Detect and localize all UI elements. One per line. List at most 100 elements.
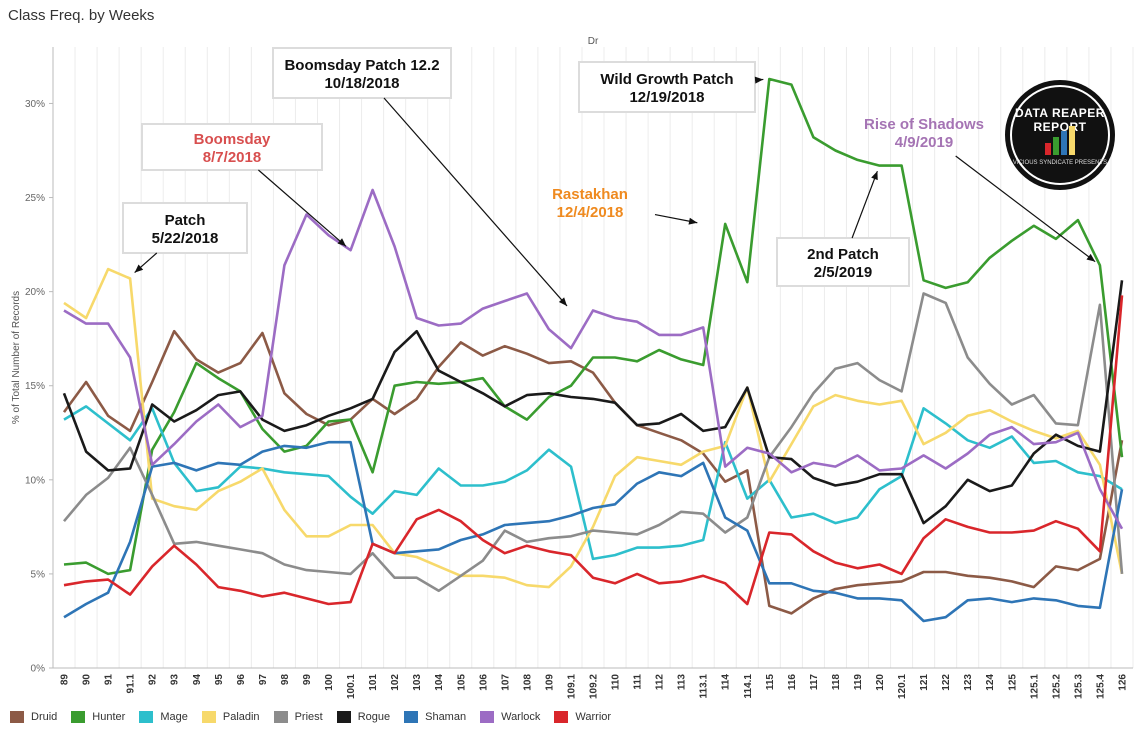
series-line-mage xyxy=(63,405,1123,561)
y-tick-label: 20% xyxy=(25,287,45,298)
x-tick-label: 116 xyxy=(787,674,798,691)
annotation-text: 12/4/2018 xyxy=(557,204,624,221)
x-tick-label: 125.3 xyxy=(1073,674,1084,699)
series-line-warlock xyxy=(63,188,1124,530)
bar-chart-icon xyxy=(1045,126,1075,155)
legend-label: Druid xyxy=(31,711,58,723)
annotation-text: 8/7/2018 xyxy=(203,149,261,166)
annotation: Boomsday Patch 12.210/18/2018 xyxy=(272,47,568,307)
x-tick-label: 93 xyxy=(170,674,181,686)
annotation-text: Wild Growth Patch xyxy=(600,71,733,88)
legend-item-priest: Priest xyxy=(273,711,323,723)
annotation-text: Rastakhan xyxy=(552,186,628,203)
logo-ring xyxy=(1010,85,1110,185)
y-tick-label: 15% xyxy=(25,381,45,392)
annotation-text: 12/19/2018 xyxy=(629,89,704,106)
y-axis-label: % of Total Number of Records xyxy=(11,291,22,424)
chart-title: Dr xyxy=(588,36,599,47)
legend-label: Warlock xyxy=(501,711,541,723)
legend-item-rogue: Rogue xyxy=(336,711,390,723)
y-tick-label: 25% xyxy=(25,193,45,204)
x-tick-label: 105 xyxy=(456,674,467,691)
legend-swatch xyxy=(404,711,419,723)
x-tick-label: 113 xyxy=(677,674,688,691)
x-tick-label: 111 xyxy=(633,674,644,690)
x-tick-label: 123 xyxy=(963,674,974,691)
y-tick-label: 30% xyxy=(25,99,45,110)
annotation-box xyxy=(141,123,323,171)
x-tick-label: 122 xyxy=(941,674,952,691)
x-tick-label: 120 xyxy=(875,674,886,691)
x-tick-label: 115 xyxy=(765,674,776,691)
x-tick-label: 114 xyxy=(721,674,732,691)
legend-item-druid: Druid xyxy=(10,711,57,723)
y-tick-label: 0% xyxy=(31,664,46,675)
legend-item-hunter: Hunter xyxy=(71,711,125,723)
x-tick-label: 97 xyxy=(258,674,269,686)
sheet-title: Class Freq. by Weeks xyxy=(8,7,155,24)
data-reaper-logo: DATA REAPER REPORT VICIOUS SYNDICATE PRE… xyxy=(1005,80,1115,190)
annotation-arrowhead xyxy=(754,76,764,84)
x-tick-label: 125.1 xyxy=(1029,674,1040,699)
x-tick-label: 106 xyxy=(478,674,489,691)
x-tick-label: 107 xyxy=(500,674,511,691)
x-tick-label: 100.1 xyxy=(346,674,357,699)
legend-item-warlock: Warlock xyxy=(480,711,540,723)
x-tick-label: 126 xyxy=(1117,674,1128,691)
annotation-arrow xyxy=(258,169,347,247)
x-tick-label: 92 xyxy=(148,674,159,686)
x-tick-label: 109 xyxy=(544,674,555,691)
annotation-box xyxy=(272,47,452,99)
annotation-arrow xyxy=(383,97,568,307)
series-line-priest xyxy=(63,292,1124,593)
legend-item-warrior: Warrior xyxy=(554,711,611,723)
annotation-arrowhead xyxy=(337,238,347,247)
x-tick-label: 89 xyxy=(60,674,71,686)
annotation-arrowhead xyxy=(558,297,567,306)
legend-swatch xyxy=(273,711,288,723)
legend-swatch xyxy=(139,711,154,723)
legend-label: Hunter xyxy=(92,711,126,723)
legend-label: Priest xyxy=(294,711,323,723)
y-tick-label: 5% xyxy=(31,569,46,580)
x-tick-label: 99 xyxy=(302,674,313,686)
x-tick-label: 125.4 xyxy=(1095,674,1106,699)
x-tick-label: 91.1 xyxy=(126,674,137,694)
x-tick-label: 109.2 xyxy=(589,674,600,699)
x-tick-label: 102 xyxy=(390,674,401,691)
annotation-text: 5/22/2018 xyxy=(152,230,219,247)
series-line-rogue xyxy=(62,280,1124,525)
annotation-arrowhead xyxy=(134,264,144,273)
x-tick-label: 125.2 xyxy=(1051,674,1062,699)
legend-label: Paladin xyxy=(222,711,260,723)
x-tick-label: 120.1 xyxy=(897,674,908,699)
legend-label: Mage xyxy=(160,711,188,723)
legend: Druid Hunter Mage Paladin Priest Rogue Shaman W… xyxy=(10,711,625,723)
x-tick-label: 124 xyxy=(985,674,996,691)
legend-swatch xyxy=(10,711,24,723)
x-tick-label: 96 xyxy=(236,674,247,686)
x-tick-label: 100 xyxy=(324,674,335,691)
logo-subtext: VICIOUS SYNDICATE PRESENTS xyxy=(1012,160,1108,166)
x-tick-label: 114.1 xyxy=(743,674,754,699)
x-tick-label: 108 xyxy=(522,674,533,691)
x-tick-label: 117 xyxy=(809,674,820,691)
legend-swatch xyxy=(71,711,86,723)
y-tick-label: 10% xyxy=(25,475,45,486)
annotation-box xyxy=(578,61,756,113)
annotation-arrowhead xyxy=(871,171,878,181)
series-line-paladin xyxy=(63,267,1124,589)
legend-label: Warrior xyxy=(575,711,612,723)
annotation-text: Boomsday xyxy=(194,131,271,148)
annotation-arrow xyxy=(851,170,878,239)
legend-swatch xyxy=(336,711,351,723)
annotation-text: 4/9/2019 xyxy=(895,134,953,151)
legend-item-shaman: Shaman xyxy=(404,711,466,723)
x-tick-label: 109.1 xyxy=(566,674,577,699)
x-tick-label: 98 xyxy=(280,674,291,686)
annotation-arrowhead xyxy=(1086,253,1096,262)
annotation-text: 10/18/2018 xyxy=(324,75,399,92)
